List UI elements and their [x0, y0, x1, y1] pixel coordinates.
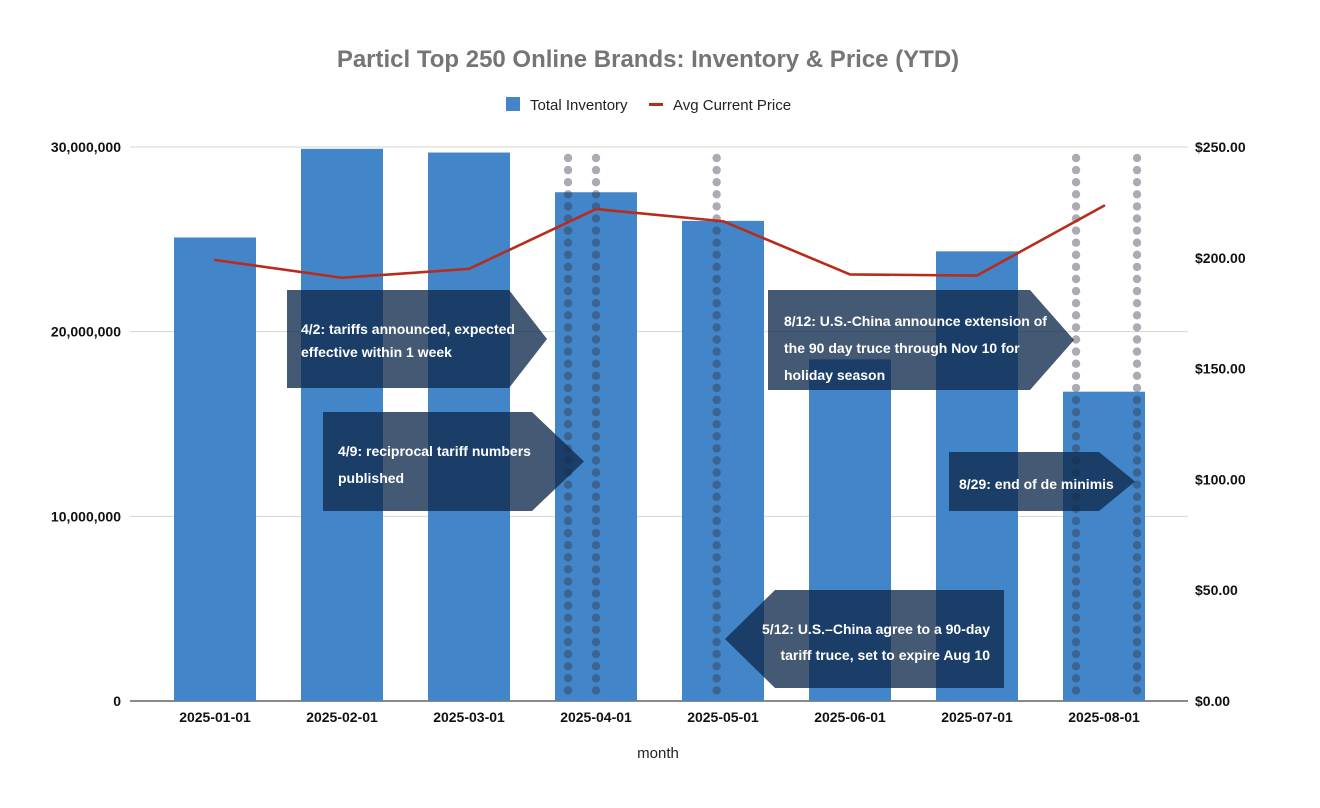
x-axis-tick-label: 2025-06-01	[814, 709, 886, 725]
annotation-arrow-shape	[768, 290, 1074, 390]
event-marker-5-12	[712, 153, 721, 695]
event-markers	[563, 153, 1142, 695]
legend: Total Inventory Avg Current Price	[506, 97, 791, 114]
annotation-text: tariff truce, set to expire Aug 10	[780, 647, 990, 663]
annotations: 4/2: tariffs announced, expected effectiv…	[287, 290, 1135, 688]
event-marker-8-12	[1071, 153, 1081, 695]
event-marker-8-29	[1132, 153, 1142, 695]
right-axis-tick-label: $50.00	[1195, 582, 1238, 598]
price-line-layer	[213, 204, 1106, 280]
inventory-bar-2025-04-01	[555, 192, 637, 701]
left-axis-tick-label: 20,000,000	[51, 324, 121, 340]
legend-label-total-inventory: Total Inventory	[530, 97, 628, 114]
right-axis-tick-label: $200.00	[1195, 250, 1246, 266]
right-axis-tick-label: $100.00	[1195, 471, 1246, 487]
x-axis-tick-label: 2025-08-01	[1068, 709, 1140, 725]
annotation-callout: 4/9: reciprocal tariff numbers published	[323, 412, 584, 511]
event-marker-4-9	[591, 153, 601, 695]
annotation-text: holiday season	[784, 367, 885, 383]
x-axis-tick-label: 2025-02-01	[306, 709, 378, 725]
annotation-text: 4/2: tariffs announced, expected	[301, 321, 515, 337]
right-axis-ticks: $0.00 $50.00 $100.00 $150.00 $200.00 $250.00	[1195, 139, 1246, 709]
left-axis-tick-label: 10,000,000	[51, 508, 121, 524]
legend-swatch-avg-current-price	[649, 103, 663, 106]
annotation-text: 8/12: U.S.-China announce extension of	[784, 313, 1047, 329]
avg-price-line	[213, 204, 1106, 280]
left-axis-tick-label: 30,000,000	[51, 139, 121, 155]
annotation-arrow-shape	[949, 452, 1135, 511]
legend-swatch-total-inventory	[506, 97, 520, 111]
x-axis-tick-label: 2025-07-01	[941, 709, 1013, 725]
legend-label-avg-current-price: Avg Current Price	[673, 97, 791, 114]
x-axis-label: month	[637, 745, 679, 762]
annotation-text: effective within 1 week	[301, 344, 452, 360]
x-axis-tick-label: 2025-05-01	[687, 709, 759, 725]
right-axis-tick-label: $150.00	[1195, 361, 1246, 377]
annotation-callout: 8/12: U.S.-China announce extension of th…	[768, 290, 1074, 390]
x-axis-tick-label: 2025-01-01	[179, 709, 251, 725]
annotation-arrow-shape	[725, 590, 1004, 688]
inventory-bar-2025-01-01	[174, 237, 256, 701]
annotation-callout: 8/29: end of de minimis	[949, 452, 1135, 511]
right-axis-tick-label: $0.00	[1195, 693, 1230, 709]
annotation-text: 5/12: U.S.–China agree to a 90-day	[762, 621, 990, 637]
annotation-text: 8/29: end of de minimis	[959, 476, 1114, 492]
annotation-callout: 4/2: tariffs announced, expected effectiv…	[287, 290, 547, 388]
annotation-text: 4/9: reciprocal tariff numbers	[338, 443, 531, 459]
annotation-arrow-shape	[287, 290, 547, 388]
x-axis-tick-label: 2025-04-01	[560, 709, 632, 725]
right-axis-tick-label: $250.00	[1195, 139, 1246, 155]
left-axis-ticks: 0 10,000,000 20,000,000 30,000,000	[51, 139, 121, 709]
x-axis-ticks: 2025-01-01 2025-02-01 2025-03-01 2025-04-01…	[179, 709, 1140, 725]
gridlines	[130, 146, 1188, 702]
annotation-text: the 90 day truce through Nov 10 for	[784, 340, 1020, 356]
annotation-callout: 5/12: U.S.–China agree to a 90-day tariff…	[725, 590, 1004, 688]
chart-title: Particl Top 250 Online Brands: Inventory…	[337, 46, 959, 73]
left-axis-tick-label: 0	[113, 693, 121, 709]
annotation-arrow-shape	[323, 412, 584, 511]
inventory-bar-2025-08-01	[1063, 391, 1145, 701]
annotation-text: published	[338, 470, 404, 486]
x-axis-tick-label: 2025-03-01	[433, 709, 505, 725]
